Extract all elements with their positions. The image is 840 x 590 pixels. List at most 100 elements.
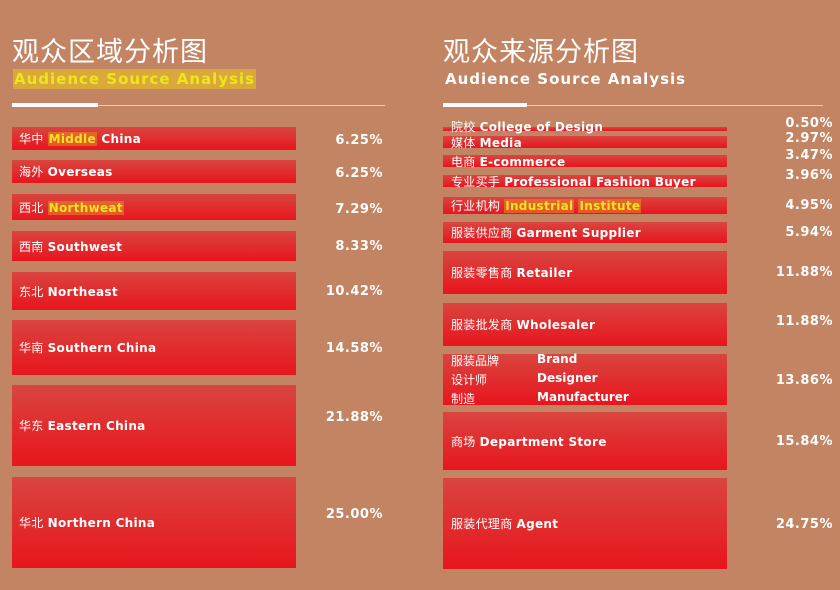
bar-label-cn: 华中	[19, 132, 44, 146]
bar-percentage: 0.50%	[785, 116, 833, 131]
bar-label-en: Southern China	[47, 341, 157, 355]
bar-label: 服装供应商 Garment Supplier	[451, 224, 641, 241]
bar-label-en: Garment Supplier	[516, 226, 641, 240]
bar-label-cn: 服装批发商	[451, 318, 513, 332]
bar-label-cn: 行业机构	[451, 199, 501, 213]
bar-label-cn: 西南	[19, 239, 44, 254]
bar-percentage: 6.25%	[335, 165, 383, 181]
bar: 华南 Southern China	[12, 320, 296, 375]
bar-percentage: 21.88%	[325, 409, 383, 425]
bar-percentage: 8.33%	[335, 239, 383, 254]
source-divider-accent	[443, 103, 527, 107]
bar-label-cn: 西北	[19, 200, 44, 215]
bar-label-en: Northern China	[47, 516, 156, 530]
bar: 华东 Eastern China	[12, 385, 296, 466]
bar-label: 服装批发商 Wholesaler	[451, 316, 595, 333]
bar-label-cn: 服装品牌	[451, 354, 500, 368]
bar-label-en: Institute	[578, 199, 642, 213]
bar-label: 院校 College of Design	[451, 118, 603, 135]
bar-label: 服装零售商 Retailer	[451, 264, 572, 281]
region-title-cn: 观众区域分析图	[12, 37, 208, 68]
bar-label-highlight: Northweat	[47, 200, 124, 215]
bar-label: 海外 Overseas	[19, 163, 113, 180]
bar: 媒体 Media	[443, 134, 727, 151]
bar-percentage: 10.42%	[325, 284, 383, 299]
bar-label-en: Retailer	[516, 266, 573, 280]
bar: 服装品牌 Brand 设计师 Designer 制造 Manufacturer	[443, 352, 727, 407]
bar-percentage: 24.75%	[775, 516, 833, 532]
bar: 服装供应商 Garment Supplier	[443, 222, 727, 243]
bar: 服装代理商 Agent	[443, 478, 727, 569]
bar-percentage: 14.58%	[325, 340, 383, 356]
bar-label: 华南 Southern China	[19, 339, 156, 356]
bar-label: 专业买手 Professional Fashion Buyer	[451, 173, 696, 190]
bar: 海外 Overseas	[12, 160, 296, 183]
bar-label: 华中 Middle China	[19, 130, 141, 147]
bar: 电商 E-commerce	[443, 153, 727, 170]
bar-label-en: Eastern China	[47, 419, 146, 433]
bar-label: 西北 Northweat	[19, 199, 124, 216]
bar-label-en: Media	[479, 135, 522, 150]
bar: 行业机构 Industrial Institute	[443, 197, 727, 214]
bar-label-cn: 东北	[19, 284, 44, 299]
bar: 西南 Southwest	[12, 231, 296, 261]
bar-label-en: College of Design	[479, 120, 604, 134]
bar-label: 华东 Eastern China	[19, 417, 146, 434]
bar-label-cn: 电商	[451, 154, 476, 169]
bar-percentage: 3.47%	[785, 148, 833, 163]
bar-label-cn: 设计师	[451, 373, 488, 387]
bar-percentage: 7.29%	[335, 202, 383, 217]
bar-label: 服装代理商 Agent	[451, 515, 558, 532]
bar-percentage: 11.88%	[775, 313, 833, 329]
bar-label-cn: 华南	[19, 341, 44, 355]
bar-label-cn: 服装零售商	[451, 266, 513, 280]
bar-label-en: Designer	[537, 371, 598, 385]
bar-label-cn: 华北	[19, 516, 44, 530]
bar-label-en: Professional Fashion Buyer	[504, 174, 696, 189]
bar-label-cn: 专业买手	[451, 174, 501, 189]
bar-percentage: 3.96%	[785, 168, 833, 183]
bar: 西北 Northweat	[12, 194, 296, 220]
bar: 专业买手 Professional Fashion Buyer	[443, 173, 727, 190]
bar-label-en: Department Store	[479, 434, 607, 449]
bar-label-en: Brand	[537, 352, 578, 366]
bar-label-en: Manufacturer	[537, 390, 629, 404]
bar: 服装批发商 Wholesaler	[443, 303, 727, 346]
bar-label-cn: 海外	[19, 165, 44, 179]
bar-label-en: Agent	[516, 517, 559, 531]
source-title-cn: 观众来源分析图	[443, 37, 639, 68]
bar-label-multi: 服装品牌 Brand 设计师 Designer 制造 Manufacturer	[451, 352, 629, 407]
bar-label-cn: 华东	[19, 419, 44, 433]
bar-percentage: 6.25%	[335, 132, 383, 148]
source-title-en: Audience Source Analysis	[445, 70, 687, 88]
bar-label-cn: 服装代理商	[451, 517, 513, 531]
bar-label-en: Southwest	[47, 239, 123, 254]
bar: 商场 Department Store	[443, 412, 727, 470]
bar-label-en: E-commerce	[479, 154, 566, 169]
bar-label-en: China	[96, 132, 141, 146]
bar-percentage: 25.00%	[325, 506, 383, 522]
bar-label: 商场 Department Store	[451, 433, 607, 450]
bar-label-cn: 商场	[451, 434, 476, 449]
bar: 院校 College of Design	[443, 120, 727, 134]
bar-label-highlight: Industrial	[504, 199, 575, 213]
region-divider-accent	[12, 103, 98, 107]
bar: 服装零售商 Retailer	[443, 251, 727, 294]
source-divider	[443, 105, 823, 106]
bar-label-cn: 媒体	[451, 135, 476, 150]
bar-percentage: 2.97%	[785, 131, 833, 146]
bar-label: 媒体 Media	[451, 134, 522, 151]
bar-label-cn: 院校	[451, 120, 476, 134]
bar-label: 华北 Northern China	[19, 514, 155, 531]
bar-label-highlight: Middle	[47, 132, 97, 146]
bar: 华中 Middle China	[12, 127, 296, 150]
bar-label-en: Overseas	[47, 165, 113, 179]
bar-label: 电商 E-commerce	[451, 153, 565, 170]
bar: 华北 Northern China	[12, 477, 296, 568]
bar-percentage: 15.84%	[775, 434, 833, 449]
bar-label-en: Wholesaler	[516, 318, 596, 332]
bar-percentage: 11.88%	[775, 264, 833, 280]
bar-label-en: Northeast	[47, 284, 118, 299]
bar-label: 西南 Southwest	[19, 238, 122, 255]
bar: 东北 Northeast	[12, 272, 296, 310]
